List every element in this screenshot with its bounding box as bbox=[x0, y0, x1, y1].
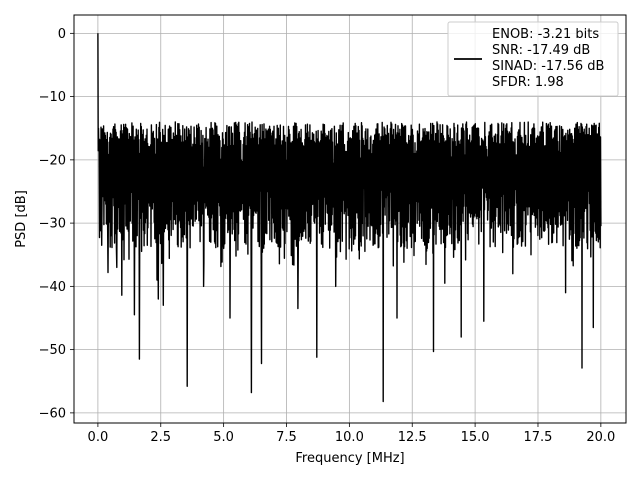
legend: ENOB: -3.21 bits SNR: -17.49 dB SINAD: -… bbox=[447, 21, 619, 97]
y-tick-label: −20 bbox=[39, 153, 66, 168]
legend-snr-text: SNR: -17.49 dB bbox=[492, 43, 590, 58]
y-tick-label: −30 bbox=[39, 217, 66, 232]
y-tick-label: 0 bbox=[58, 27, 66, 42]
axis-ticks: 0.0 2.5 5.0 7.5 10.0 12.5 15.0 17.5 20.0 0 −10 −20 −… bbox=[39, 27, 616, 445]
x-tick-label: 7.5 bbox=[276, 430, 297, 445]
legend-sfdr-text: SFDR: 1.98 bbox=[492, 75, 564, 90]
legend-box bbox=[447, 21, 619, 97]
y-tick-label: −40 bbox=[39, 280, 66, 295]
psd-series-line bbox=[97, 33, 602, 403]
x-tick-label: 5.0 bbox=[213, 430, 234, 445]
y-tick-label: −60 bbox=[39, 406, 66, 421]
x-tick-label: 0.0 bbox=[88, 430, 109, 445]
x-tick-label: 2.5 bbox=[150, 430, 171, 445]
x-axis-label: Frequency [MHz] bbox=[295, 451, 404, 466]
axes-frame bbox=[73, 14, 627, 424]
y-tick-label: −10 bbox=[39, 90, 66, 105]
x-tick-label: 10.0 bbox=[335, 430, 364, 445]
y-axis-label: PSD [dB] bbox=[14, 190, 29, 248]
x-tick-label: 12.5 bbox=[398, 430, 427, 445]
plot-area bbox=[97, 33, 602, 403]
legend-enob-text: ENOB: -3.21 bits bbox=[492, 27, 599, 42]
legend-sinad-text: SINAD: -17.56 dB bbox=[492, 59, 604, 74]
x-tick-label: 20.0 bbox=[586, 430, 615, 445]
x-tick-label: 17.5 bbox=[524, 430, 553, 445]
y-tick-label: −50 bbox=[39, 343, 66, 358]
x-tick-label: 15.0 bbox=[461, 430, 490, 445]
